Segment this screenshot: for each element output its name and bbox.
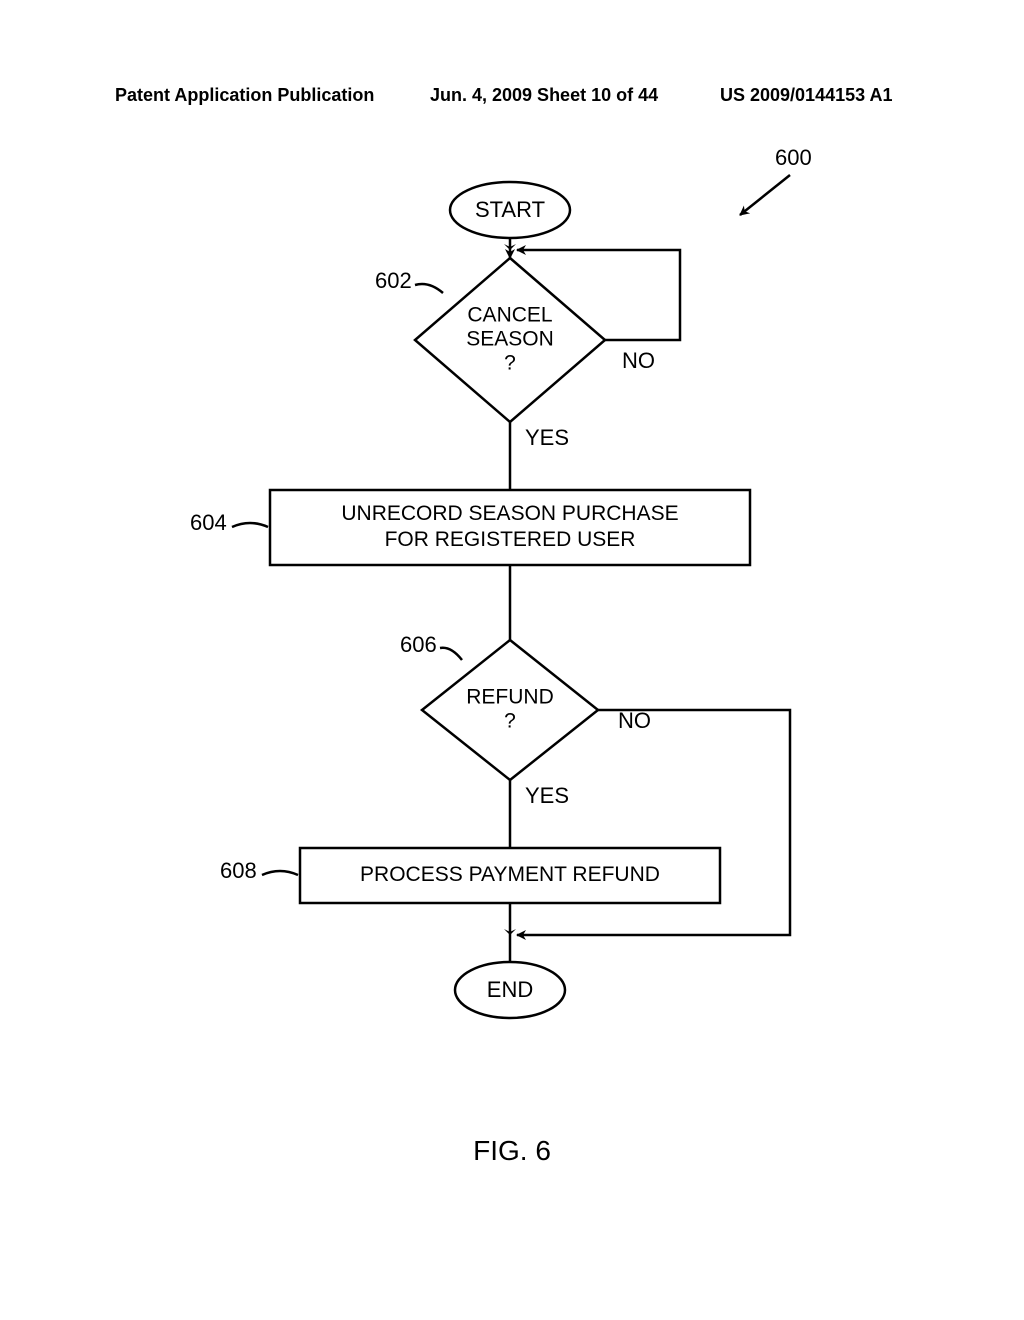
svg-text:?: ? <box>504 352 516 375</box>
svg-text:YES: YES <box>525 783 569 808</box>
svg-text:606: 606 <box>400 632 437 657</box>
svg-text:604: 604 <box>190 510 227 535</box>
svg-text:NO: NO <box>622 348 655 373</box>
svg-text:NO: NO <box>618 708 651 733</box>
svg-text:PROCESS PAYMENT REFUND: PROCESS PAYMENT REFUND <box>360 863 660 886</box>
flowchart-canvas: 600 START 602 CANCELSEASON? NO YES 604 UNRECORD… <box>0 0 1024 1320</box>
figure-label: FIG. 6 <box>0 1135 1024 1167</box>
svg-text:SEASON: SEASON <box>466 328 554 351</box>
svg-text:608: 608 <box>220 858 257 883</box>
svg-text:600: 600 <box>775 145 812 170</box>
svg-text:602: 602 <box>375 268 412 293</box>
svg-text:CANCEL: CANCEL <box>467 303 552 326</box>
svg-text:END: END <box>487 977 533 1002</box>
svg-text:START: START <box>475 197 545 222</box>
svg-text:FOR REGISTERED USER: FOR REGISTERED USER <box>385 528 636 551</box>
svg-text:?: ? <box>504 710 516 733</box>
svg-text:YES: YES <box>525 425 569 450</box>
svg-text:UNRECORD SEASON PURCHASE: UNRECORD SEASON PURCHASE <box>341 502 678 525</box>
svg-text:REFUND: REFUND <box>466 685 554 708</box>
